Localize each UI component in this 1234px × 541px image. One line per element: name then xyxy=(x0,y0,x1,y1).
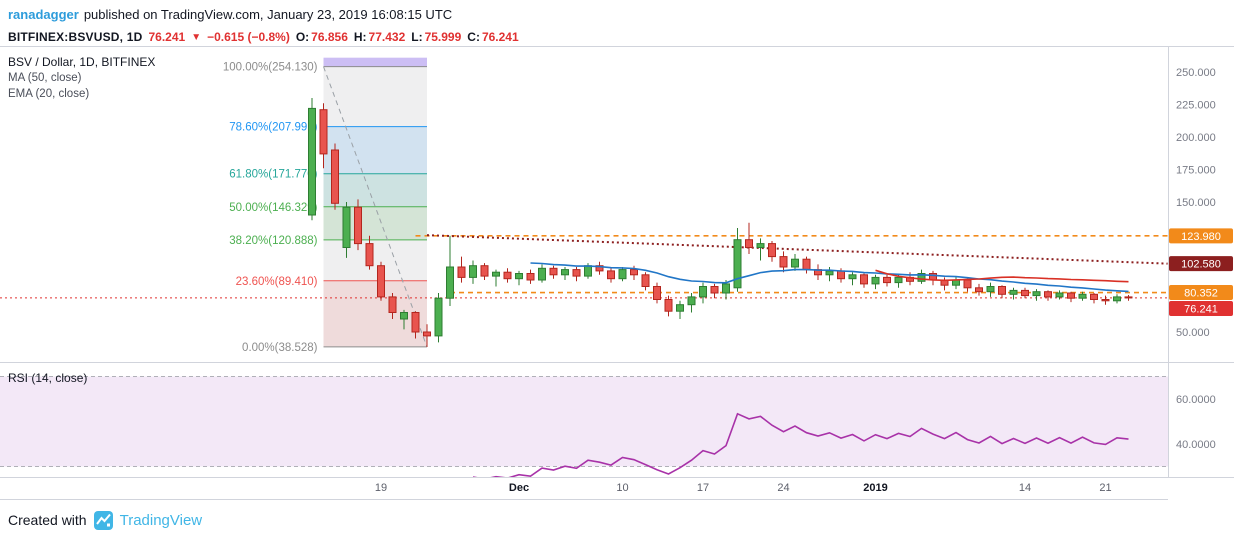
rsi-indicator-label[interactable]: RSI (14, close) xyxy=(8,371,88,385)
time-axis-label: 2019 xyxy=(863,482,888,494)
rsi-line xyxy=(472,412,1129,478)
price-axis-label: 150.000 xyxy=(1176,197,1216,209)
fib-level-label: 100.00%(254.130) xyxy=(223,62,318,74)
footer: Created with TradingView xyxy=(0,500,1234,540)
time-axis-label: Dec xyxy=(508,482,530,494)
ohlc-close: C: 76.241 xyxy=(467,30,519,44)
down-arrow-icon: ▼ xyxy=(191,31,202,43)
fib-level-label: 23.60%(89.410) xyxy=(236,276,318,288)
indicator-label-ma50[interactable]: MA (50, close) xyxy=(8,72,82,84)
author-username[interactable]: ranadagger xyxy=(8,6,79,22)
descending-trendline[interactable] xyxy=(426,234,1168,265)
price-change: −0.615 (−0.8%) xyxy=(207,30,290,44)
ema20-line xyxy=(530,262,1129,293)
price-axis-label: 50.000 xyxy=(1176,327,1210,339)
fib-level-label: 50.00%(146.329) xyxy=(229,202,317,214)
tradingview-logo[interactable] xyxy=(93,510,113,530)
price-axis-label: 175.000 xyxy=(1176,165,1216,177)
fib-trend-dashed-line xyxy=(323,66,428,348)
symbol-name[interactable]: BITFINEX:BSVUSD, 1D xyxy=(8,30,143,44)
price-axis-label: 200.000 xyxy=(1176,132,1216,144)
chart-area: 100.00%(254.130) 78.60%(207.991) 61.80%(17… xyxy=(0,46,1234,500)
rsi-pane[interactable]: 60.0000 40.0000 xyxy=(0,363,1234,478)
fib-level-label: 0.00%(38.528) xyxy=(242,342,318,354)
ohlc-low: L: 75.999 xyxy=(411,30,462,44)
svg-text:80.352: 80.352 xyxy=(1184,288,1218,300)
time-axis-label: 14 xyxy=(1018,482,1032,494)
indicator-label-ema20[interactable]: EMA (20, close) xyxy=(8,88,90,100)
price-axis-label: 225.000 xyxy=(1176,100,1216,112)
rsi-axis-label: 40.0000 xyxy=(1176,439,1216,451)
price-badge: 80.352 xyxy=(1169,285,1233,301)
rsi-band xyxy=(0,376,1168,467)
time-axis-label: 24 xyxy=(777,482,790,494)
time-axis-label: 10 xyxy=(616,482,629,494)
ma50-line xyxy=(875,269,1129,283)
svg-text:123.980: 123.980 xyxy=(1181,231,1221,243)
fib-level-label: 78.60%(207.991) xyxy=(229,122,317,134)
svg-text:76.241: 76.241 xyxy=(1184,304,1218,316)
time-axis-label: 19 xyxy=(374,482,388,494)
time-axis[interactable]: 19 Dec 10 17 24 2019 14 21 xyxy=(0,478,1168,500)
created-with-text: Created with xyxy=(8,512,87,528)
publication-info: published on TradingView.com, January 23… xyxy=(83,6,453,22)
price-badge: 123.980 xyxy=(1169,228,1233,244)
fib-level-label: 61.80%(171.770) xyxy=(229,169,317,181)
price-pane[interactable]: 100.00%(254.130) 78.60%(207.991) 61.80%(17… xyxy=(0,46,1234,363)
candlestick-series xyxy=(308,98,1133,347)
fib-retracement[interactable]: 100.00%(254.130) 78.60%(207.991) 61.80%(17… xyxy=(223,57,428,354)
time-axis-label: 17 xyxy=(696,482,710,494)
symbol-info-bar: BITFINEX:BSVUSD, 1D 76.241 ▼ −0.615 (−0.… xyxy=(0,28,1234,46)
price-axis-label: 250.000 xyxy=(1176,67,1216,79)
chart-title: BSV / Dollar, 1D, BITFINEX xyxy=(8,55,156,69)
ohlc-open: O: 76.856 xyxy=(295,30,348,44)
time-axis-label: 21 xyxy=(1099,482,1112,494)
publication-header: ranadagger published on TradingView.com,… xyxy=(0,0,1234,28)
price-badge: 102.580 xyxy=(1169,256,1233,272)
rsi-axis-label: 60.0000 xyxy=(1176,394,1216,406)
price-badge: 76.241 xyxy=(1169,301,1233,317)
ohlc-high: H: 77.432 xyxy=(353,30,406,44)
fib-level-label: 38.20%(120.888) xyxy=(229,235,317,247)
svg-text:102.580: 102.580 xyxy=(1181,259,1221,271)
last-price: 76.241 xyxy=(148,30,186,44)
chart-legend: BSV / Dollar, 1D, BITFINEX MA (50, close… xyxy=(8,54,155,102)
tradingview-wordmark[interactable]: TradingView xyxy=(119,511,203,529)
